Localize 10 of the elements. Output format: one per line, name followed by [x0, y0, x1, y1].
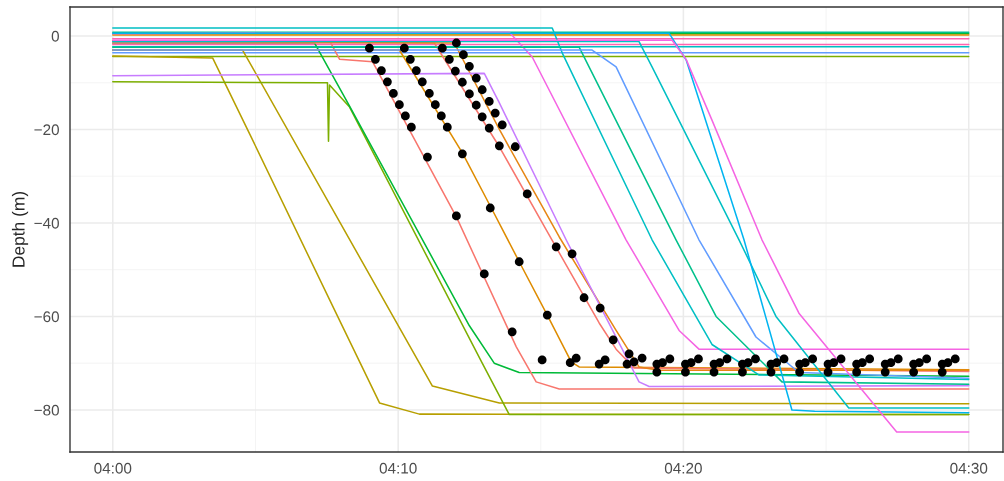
y-axis-title: Depth (m): [11, 191, 29, 267]
y-tick-label: −20: [34, 124, 59, 136]
x-tick-label: 04:00: [94, 462, 132, 474]
x-tick-label: 04:30: [950, 462, 988, 474]
y-tick-label: −60: [34, 311, 59, 323]
y-tick-label: 0: [51, 30, 59, 42]
x-tick-label: 04:20: [664, 462, 702, 474]
y-tick-label: −40: [34, 217, 59, 229]
x-tick-label: 04:10: [379, 462, 417, 474]
y-tick-label: −80: [34, 404, 59, 416]
